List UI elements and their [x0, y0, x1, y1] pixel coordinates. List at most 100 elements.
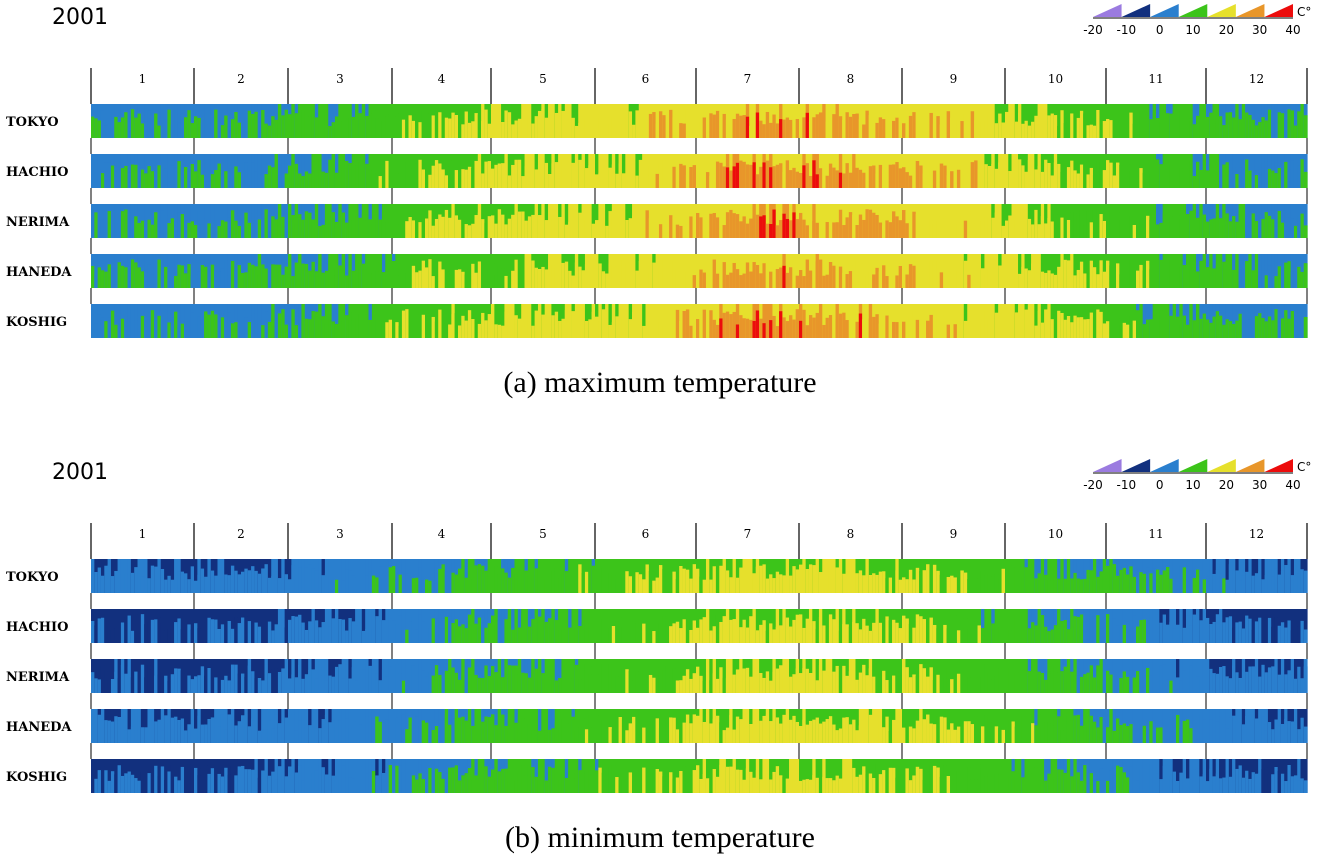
- heat-cell-peak: [348, 320, 353, 338]
- heat-cell-peak: [936, 262, 941, 288]
- heat-cell-peak: [953, 272, 958, 288]
- heat-cell-peak: [154, 165, 159, 188]
- heat-cell-peak: [294, 325, 299, 338]
- heat-cell-peak: [692, 165, 697, 188]
- heat-cell-peak: [956, 120, 961, 138]
- colorbar-tick-label: 30: [1252, 478, 1267, 492]
- heat-cell-peak: [669, 261, 674, 288]
- heat-cell-peak: [207, 159, 212, 188]
- heat-cell-peak: [779, 220, 783, 238]
- heat-cell-peak: [672, 166, 677, 188]
- heat-cell-peak: [204, 218, 209, 238]
- heat-cell-peak: [548, 174, 552, 188]
- month-label: 2: [237, 527, 245, 541]
- colorbar-segment: [1093, 4, 1122, 17]
- month-label: 11: [1148, 72, 1163, 86]
- heat-cell-peak: [418, 270, 423, 288]
- colorbar-segment: [1264, 4, 1293, 17]
- heat-cell-peak: [451, 262, 456, 288]
- heat-cell-peak: [104, 125, 109, 138]
- heat-cell-peak: [304, 263, 309, 288]
- heat-cell-peak: [1011, 215, 1016, 238]
- heat-cell-peak: [980, 173, 985, 188]
- heat-cell-peak: [425, 322, 429, 338]
- heat-cell-peak: [361, 213, 366, 238]
- heat-cell-peak: [888, 164, 893, 188]
- heat-cell-peak: [177, 161, 182, 188]
- heat-cell-peak: [514, 259, 519, 288]
- heat-cell-peak: [729, 112, 734, 138]
- heat-cell-peak: [467, 269, 472, 288]
- heat-cell-peak: [1199, 260, 1204, 288]
- heat-cell-peak: [842, 225, 847, 238]
- heat-cell-peak: [164, 311, 169, 338]
- heat-cell-peak: [114, 259, 119, 288]
- heat-cell-peak: [517, 211, 522, 238]
- heat-cell-peak: [551, 121, 556, 138]
- heat-cell-peak: [1031, 121, 1035, 138]
- heat-cell-peak: [967, 124, 972, 138]
- month-label: 9: [950, 527, 958, 541]
- heat-cell-peak: [345, 275, 349, 288]
- heat-cell-peak: [1274, 219, 1279, 238]
- heat-cell-peak: [375, 271, 380, 288]
- heat-cell-peak: [180, 323, 185, 338]
- heat-cell-peak: [321, 171, 326, 188]
- heat-cell-peak: [991, 117, 996, 138]
- heat-cell-peak: [230, 119, 235, 138]
- heat-cell-peak: [361, 263, 366, 288]
- heat-cell-peak: [1031, 166, 1035, 188]
- heat-cell-peak: [1202, 173, 1207, 188]
- heat-cell-peak: [868, 271, 873, 288]
- heat-cell-peak: [130, 259, 135, 288]
- heat-cell-peak: [845, 163, 850, 188]
- heat-cell-peak: [388, 218, 393, 238]
- heat-cell-peak: [264, 268, 269, 288]
- heat-cell-peak: [341, 212, 346, 238]
- heat-cell-peak: [665, 273, 670, 288]
- heat-cell-peak: [936, 116, 941, 138]
- heat-cell-peak: [244, 212, 249, 238]
- heat-cell-peak: [1179, 219, 1184, 238]
- heat-cell-peak: [574, 262, 579, 288]
- heat-cell-peak: [1018, 112, 1022, 138]
- heat-cell-peak: [467, 225, 472, 238]
- heat-cell-peak: [1186, 161, 1190, 188]
- heat-cell-peak: [180, 214, 185, 238]
- heat-cell-peak: [1192, 124, 1197, 138]
- heat-cell-peak: [645, 266, 650, 288]
- heat-cell-peak: [251, 315, 256, 338]
- heat-cell-peak: [1014, 267, 1019, 288]
- heat-cell-peak: [665, 223, 670, 238]
- heat-cell-peak: [1271, 219, 1276, 238]
- heat-cell-peak: [967, 321, 972, 338]
- heat-cell-peak: [769, 224, 774, 238]
- heat-cell-peak: [200, 122, 205, 138]
- heat-cell-peak: [762, 263, 767, 288]
- heat-cell-peak: [288, 310, 292, 338]
- heat-cell-peak: [739, 160, 744, 188]
- heat-cell-peak: [1287, 217, 1292, 238]
- heat-cell-peak: [267, 125, 272, 138]
- heat-cell-peak: [1179, 110, 1184, 138]
- heat-cell-peak: [104, 321, 109, 338]
- heat-cell-peak: [932, 123, 937, 138]
- heat-cell-peak: [705, 221, 710, 238]
- heat-cell-peak: [769, 271, 774, 288]
- heat-cell-peak: [963, 220, 968, 238]
- heat-cell-peak: [1092, 174, 1097, 188]
- heat-cell-peak: [351, 312, 356, 338]
- heat-cell-peak: [324, 172, 329, 188]
- heat-cell-peak: [977, 266, 982, 288]
- colorbar-tick-label: -20: [1083, 23, 1103, 37]
- heat-cell-peak: [561, 110, 566, 138]
- heat-cell-peak: [368, 219, 373, 238]
- heat-cell-peak: [197, 117, 202, 138]
- heat-cell-peak: [980, 322, 985, 338]
- month-label: 9: [950, 72, 958, 86]
- heat-cell-peak: [355, 270, 360, 288]
- heat-cell-peak: [254, 266, 259, 288]
- heat-cell-peak: [1264, 161, 1269, 188]
- heat-cell-peak: [321, 115, 326, 138]
- colorbar-tick-label: 30: [1252, 23, 1267, 37]
